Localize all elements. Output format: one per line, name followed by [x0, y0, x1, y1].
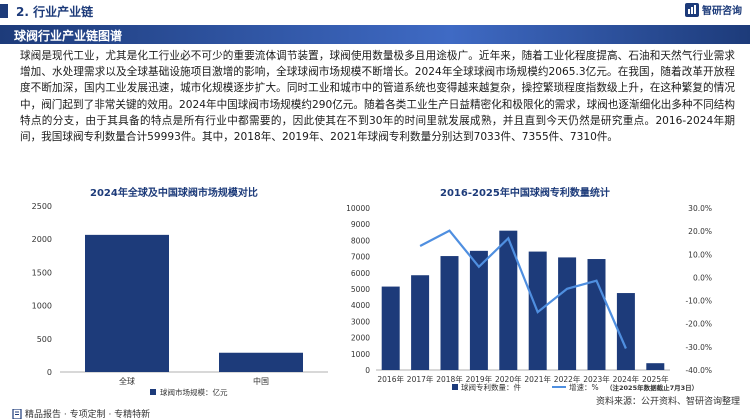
y-left-tick-label: 9000 — [351, 220, 370, 229]
legend-label: 球阀市场规模：亿元 — [160, 387, 228, 397]
x-tick-label: 2021年 — [524, 374, 551, 384]
brand-logo-icon — [685, 2, 699, 17]
legend-swatch — [150, 389, 156, 395]
y-tick-label: 1500 — [32, 268, 52, 277]
bar-2022年 — [558, 257, 577, 370]
bar-2019年 — [469, 250, 488, 370]
right-chart-title: 2016-2025年中国球阀专利数量统计 — [440, 188, 610, 199]
x-tick-label: 2017年 — [407, 374, 434, 384]
y-tick-label: 1000 — [32, 302, 52, 311]
y-left-tick-label: 3000 — [351, 317, 370, 326]
y-right-tick-label: 10.0% — [688, 250, 712, 259]
x-tick-label: 2020年 — [495, 374, 522, 384]
x-tick-label: 2018年 — [436, 374, 463, 384]
bar-中国 — [219, 352, 303, 372]
x-tick-label: 中国 — [253, 376, 269, 386]
x-tick-label: 全球 — [119, 376, 135, 386]
bar-2016年 — [381, 286, 400, 370]
market-size-chart: 0 500 1000 1500 2000 2500 全球 中国球阀市场规模：亿元 — [32, 202, 328, 397]
x-tick-label: 2022年 — [554, 374, 581, 384]
bar-2017年 — [411, 275, 430, 370]
bar-全球 — [85, 234, 169, 372]
report-icon — [12, 408, 22, 419]
brand-logo: 智研咨询 — [685, 2, 742, 17]
y-left-tick-label: 5000 — [351, 285, 370, 294]
x-tick-label: 2016年 — [377, 374, 404, 384]
section-title: 2. 行业产业链 — [16, 5, 94, 19]
bar-2024年 — [616, 293, 635, 370]
x-tick-label: 2024年 — [613, 374, 640, 384]
bar-2018年 — [440, 256, 459, 370]
y-right-tick-label: 30.0% — [688, 204, 712, 213]
y-right-tick-label: 0.0% — [693, 273, 712, 282]
chart-note: （注2025年数据截止7月3日） — [606, 383, 698, 392]
y-left-tick-label: 6000 — [351, 269, 370, 278]
y-right-tick-label: 20.0% — [688, 227, 712, 236]
page-title: 球阀行业产业链图谱 — [14, 29, 123, 43]
section-marker — [0, 4, 8, 18]
y-left-tick-label: 1000 — [351, 350, 370, 359]
y-tick-label: 0 — [47, 368, 52, 377]
y-left-tick-label: 10000 — [346, 204, 370, 213]
y-tick-label: 2500 — [32, 202, 52, 211]
y-left-tick-label: 7000 — [351, 253, 370, 262]
y-right-tick-label: -30.0% — [685, 343, 712, 352]
y-left-tick-label: 2000 — [351, 334, 370, 343]
left-chart-title: 2024年全球及中国球阀市场规模对比 — [90, 188, 258, 199]
source-note: 资料来源：公开资料、智研咨询整理 — [595, 397, 740, 407]
y-left-tick-label: 8000 — [351, 236, 370, 245]
legend-bar-label: 球阀专利数量：件 — [461, 382, 521, 392]
footer-slogan: 精品报告 · 专项定制 · 专精特新 — [12, 407, 150, 420]
x-tick-label: 2019年 — [466, 374, 493, 384]
header: 2. 行业产业链 智研咨询 — [0, 0, 750, 22]
y-right-tick-label: -40.0% — [685, 366, 712, 375]
bar-2023年 — [587, 259, 606, 370]
legend-line-label: 增速：% — [569, 382, 599, 392]
x-tick-label: 2025年 — [642, 374, 669, 384]
legend-bar-swatch — [452, 384, 458, 390]
y-right-tick-label: -10.0% — [685, 297, 712, 306]
y-tick-label: 500 — [37, 335, 52, 344]
brand-name: 智研咨询 — [702, 6, 742, 17]
body-paragraph: 球阀是现代工业，尤其是化工行业必不可少的重要流体调节装置，球阀使用数量极多且用途… — [20, 50, 735, 144]
y-right-tick-label: -20.0% — [685, 320, 712, 329]
y-left-tick-label: 4000 — [351, 301, 370, 310]
growth-line — [419, 229, 627, 349]
footer-slogan-text: 精品报告 · 专项定制 · 专精特新 — [25, 410, 151, 420]
y-tick-label: 2000 — [32, 235, 52, 244]
x-tick-label: 2023年 — [583, 374, 610, 384]
patent-chart: 0 1000 2000 3000 4000 5000 6000 7000 8000 9000 100… — [346, 204, 712, 392]
y-left-tick-label: 0 — [365, 366, 370, 375]
bar-2020年 — [499, 230, 518, 370]
title-band: 球阀行业产业链图谱 — [0, 25, 750, 44]
bar-2025年 — [646, 363, 665, 370]
